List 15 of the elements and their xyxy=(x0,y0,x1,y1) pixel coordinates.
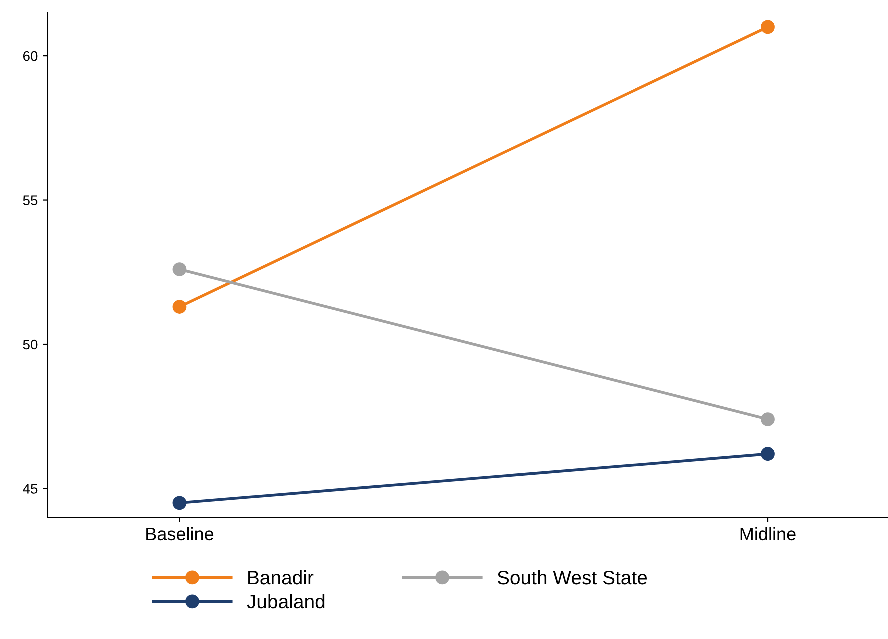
legend-label: Jubaland xyxy=(247,594,325,609)
x-tick-label: Baseline xyxy=(146,527,214,541)
point xyxy=(172,300,187,314)
point xyxy=(761,447,775,462)
point xyxy=(172,496,187,510)
legend-label: Banadir xyxy=(248,570,314,585)
point xyxy=(761,20,775,34)
point xyxy=(172,262,187,276)
x-tick-label: Midline xyxy=(740,527,796,541)
y-tick-label: 60 xyxy=(23,51,38,62)
y-tick-label: 50 xyxy=(23,340,38,350)
y-tick-label: 45 xyxy=(23,484,38,494)
point xyxy=(761,412,775,426)
y-tick-label: 55 xyxy=(23,196,38,206)
legend-label: South West State xyxy=(498,570,648,585)
